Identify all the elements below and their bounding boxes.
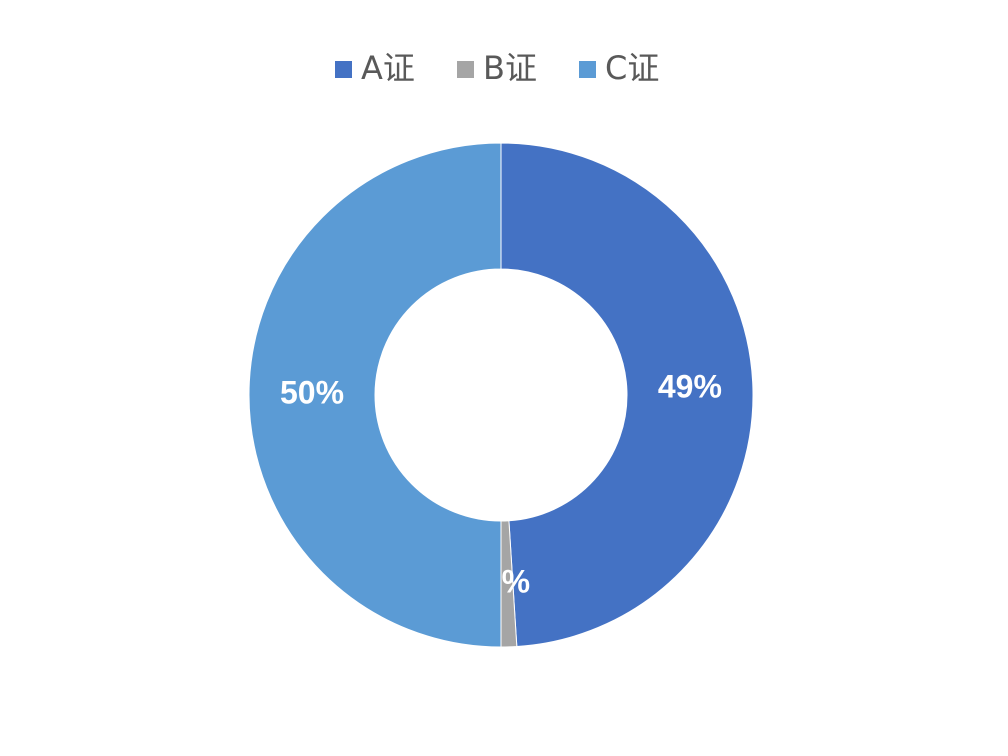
data-label: 50% [280,374,344,410]
legend-swatch [457,61,474,78]
data-label: 49% [658,369,722,405]
legend-label: A证 [361,49,415,87]
donut-segment [248,142,502,648]
legend-swatch [579,61,596,78]
legend-label: C证 [605,49,659,87]
legend-swatch [335,61,352,78]
legend-label: B证 [483,49,537,87]
donut-segment [500,142,754,648]
